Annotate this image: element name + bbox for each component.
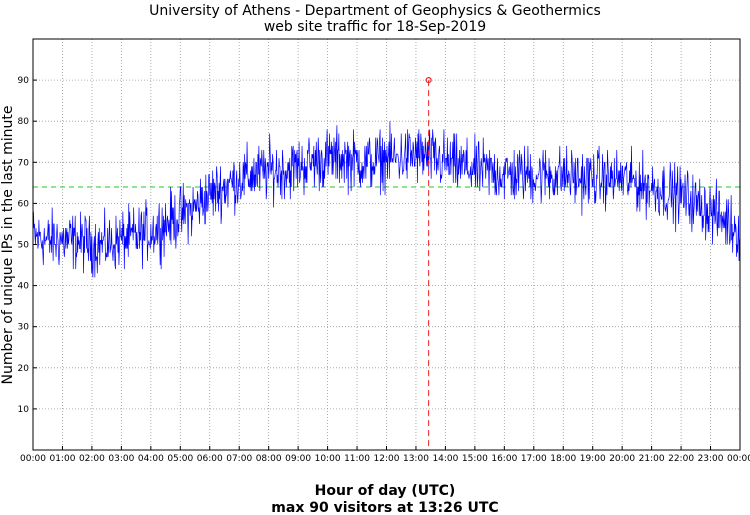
- x-tick-label: 10:00: [315, 454, 341, 464]
- x-tick-label: 01:00: [49, 454, 75, 464]
- series-layer: [32, 121, 741, 278]
- x-tick-label: 00:00: [20, 454, 46, 464]
- x-axis-label: Hour of day (UTC): [315, 483, 456, 499]
- x-tick-label: 20:00: [609, 454, 635, 464]
- y-tick-label: 80: [18, 117, 30, 127]
- x-tick-label: 13:00: [403, 454, 429, 464]
- x-tick-label: 17:00: [521, 454, 547, 464]
- x-tick-label: 21:00: [639, 454, 665, 464]
- y-tick-label: 30: [18, 323, 30, 333]
- x-tick-label: 19:00: [580, 454, 606, 464]
- y-axis-label: Number of unique IPs in the last minute: [0, 106, 16, 385]
- x-tick-label: 02:00: [79, 454, 105, 464]
- max-marker-point: [425, 76, 432, 84]
- x-tick-label: 06:00: [197, 454, 223, 464]
- x-tick-label: 22:00: [668, 454, 694, 464]
- x-ticks: 00:00 01:00 02:00 03:00 04:00 05:00 06:00 07:00…: [20, 446, 750, 464]
- x-tick-label: 09:00: [285, 454, 311, 464]
- x-axis-sublabel: max 90 visitors at 13:26 UTC: [271, 500, 498, 515]
- x-tick-label: 12:00: [374, 454, 400, 464]
- x-tick-label: 16:00: [491, 454, 517, 464]
- traffic-series-line: [32, 121, 741, 278]
- y-tick-label: 60: [18, 199, 30, 209]
- x-tick-label: 05:00: [167, 454, 193, 464]
- x-tick-label: 00:00: [727, 454, 750, 464]
- x-tick-label: 04:00: [138, 454, 164, 464]
- chart-title-line1: University of Athens - Department of Geo…: [149, 3, 601, 19]
- x-tick-label: 18:00: [550, 454, 576, 464]
- max-marker-layer: [425, 76, 432, 450]
- x-tick-label: 23:00: [698, 454, 724, 464]
- y-tick-label: 70: [18, 158, 30, 168]
- y-ticks: 10 20 30 40 50 60 70 80 90: [18, 76, 37, 415]
- y-tick-label: 10: [18, 405, 30, 415]
- x-tick-label: 08:00: [256, 454, 282, 464]
- y-tick-label: 20: [18, 364, 30, 374]
- y-tick-label: 40: [18, 282, 30, 292]
- y-tick-label: 50: [18, 241, 30, 251]
- grid-lines: [33, 39, 740, 450]
- x-tick-label: 15:00: [462, 454, 488, 464]
- x-tick-label: 14:00: [432, 454, 458, 464]
- x-tick-label: 07:00: [226, 454, 252, 464]
- chart-title-line2: web site traffic for 18-Sep-2019: [264, 19, 486, 35]
- y-tick-label: 90: [18, 76, 30, 86]
- x-tick-label: 03:00: [108, 454, 134, 464]
- x-tick-label: 11:00: [344, 454, 370, 464]
